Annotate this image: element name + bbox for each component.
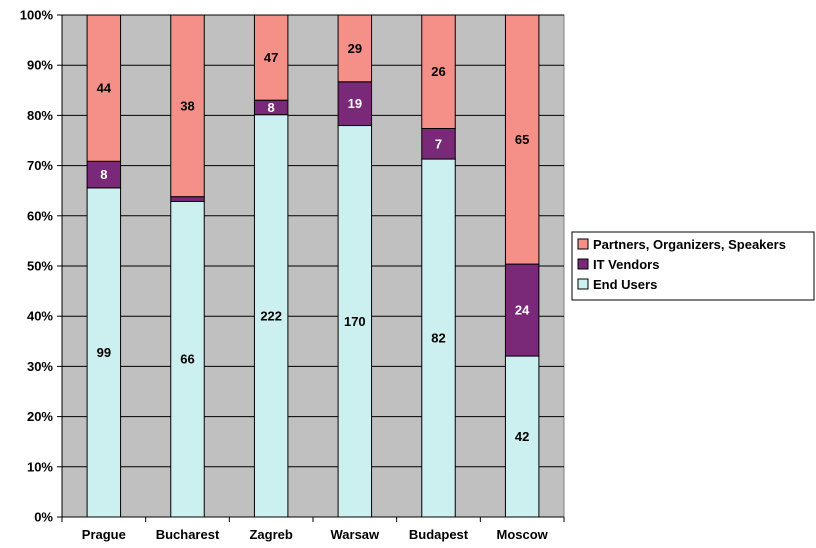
legend-swatch xyxy=(577,238,589,250)
y-tick-label: 100% xyxy=(20,8,54,23)
bar-segment xyxy=(253,114,289,518)
data-label: 99 xyxy=(97,345,111,360)
data-label: 26 xyxy=(431,64,445,79)
gridlines xyxy=(62,14,564,468)
bar-segment xyxy=(421,14,456,129)
x-tick-label: Bucharest xyxy=(156,527,220,542)
x-tick-label: Prague xyxy=(82,527,126,542)
y-tick-label: 50% xyxy=(27,259,53,274)
y-tick-label: 20% xyxy=(27,409,53,424)
data-label: 222 xyxy=(260,308,282,323)
data-label: 66 xyxy=(180,352,194,367)
x-axis: Prague Bucharest Zagreb Warsaw Budapest Mosco… xyxy=(61,516,565,542)
data-label: 65 xyxy=(515,132,529,147)
y-tick-label: 90% xyxy=(27,58,53,73)
y-tick-label: 60% xyxy=(27,208,53,223)
x-tick-label: Budapest xyxy=(409,527,469,542)
data-label: 29 xyxy=(348,41,362,56)
x-tick-label: Zagreb xyxy=(249,527,292,542)
y-axis: 0% 10% 20% 30% 40% 50% 60% 70% 80% 90% 100% xyxy=(20,8,63,525)
bars: 9984466138222847170192982726422465 xyxy=(86,14,540,518)
legend-label: IT Vendors xyxy=(593,257,659,272)
bar-segment xyxy=(337,14,373,83)
x-tick-label: Moscow xyxy=(497,527,549,542)
x-tick-label: Warsaw xyxy=(331,527,381,542)
bar-segment xyxy=(504,14,540,265)
legend-label: End Users xyxy=(593,277,657,292)
y-tick-label: 10% xyxy=(27,459,53,474)
bar-segment xyxy=(337,125,373,518)
y-tick-label: 80% xyxy=(27,108,53,123)
y-tick-label: 30% xyxy=(27,359,53,374)
data-label: 19 xyxy=(348,96,362,111)
legend-swatch xyxy=(577,258,589,270)
legend-label: Partners, Organizers, Speakers xyxy=(593,237,786,252)
data-label: 82 xyxy=(431,331,445,346)
y-tick-label: 40% xyxy=(27,309,53,324)
bar-segment xyxy=(421,158,456,518)
bar-segment xyxy=(504,263,540,357)
legend: Partners, Organizers, Speakers IT Vendors… xyxy=(571,231,815,301)
bar-segment xyxy=(86,14,122,162)
y-tick-label: 0% xyxy=(34,510,53,525)
bar-segment xyxy=(86,160,122,189)
data-label: 38 xyxy=(180,98,194,113)
bar-segment xyxy=(337,81,373,127)
data-label: 47 xyxy=(264,50,278,65)
data-label: 24 xyxy=(515,303,530,318)
bar-segment xyxy=(170,14,205,198)
data-label: 44 xyxy=(97,81,112,96)
data-label: 8 xyxy=(100,167,107,182)
data-label: 170 xyxy=(344,314,366,329)
legend-box xyxy=(571,231,815,301)
bar-segment xyxy=(253,14,289,101)
legend-swatch xyxy=(577,278,589,290)
y-tick-label: 70% xyxy=(27,158,53,173)
data-label: 7 xyxy=(435,136,442,151)
data-label: 8 xyxy=(268,100,275,115)
data-label: 42 xyxy=(515,429,529,444)
bar-segment xyxy=(421,127,456,160)
